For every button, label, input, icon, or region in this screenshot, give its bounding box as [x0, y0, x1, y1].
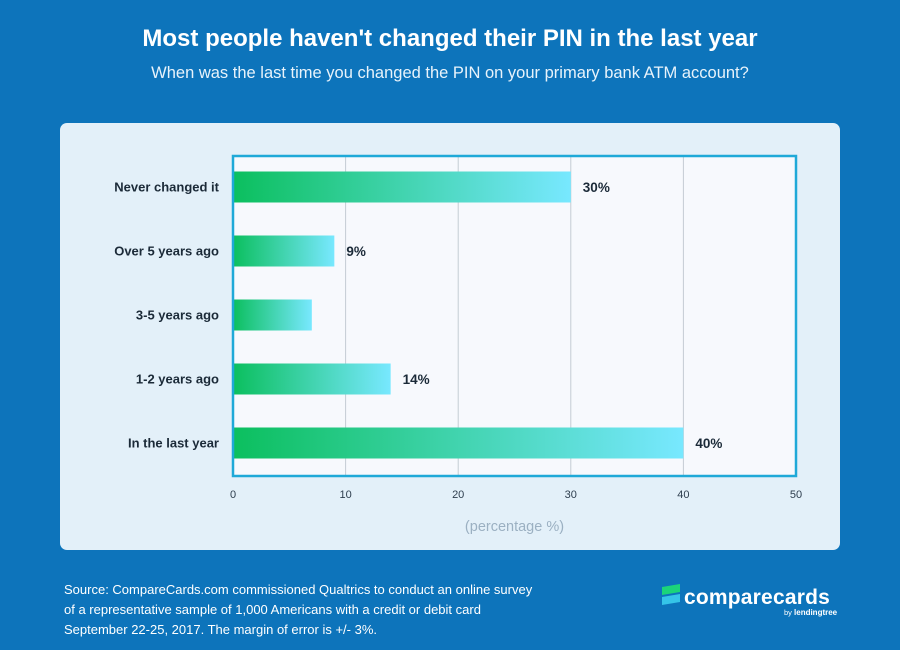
bar	[233, 235, 335, 267]
source-note: Source: CompareCards.com commissioned Qu…	[64, 580, 584, 640]
chart-title: Most people haven't changed their PIN in…	[142, 25, 758, 52]
x-tick-label: 20	[452, 489, 464, 501]
logo-wordmark: comparecards	[684, 586, 830, 609]
data-label: 40%	[695, 436, 722, 451]
x-tick-label: 30	[565, 489, 577, 501]
category-labels: Never changed it 30% Over 5 years ago 9% 3-5…	[114, 180, 722, 452]
source-line: September 22-25, 2017. The margin of err…	[64, 622, 378, 637]
category-label: Never changed it	[114, 180, 219, 195]
x-axis-label: (percentage %)	[465, 519, 564, 535]
logo-mark-icon	[662, 584, 680, 605]
plot-frame	[231, 154, 798, 478]
source-line: of a representative sample of 1,000 Amer…	[64, 602, 481, 617]
bar	[233, 427, 684, 459]
x-tick-label: 10	[339, 489, 351, 501]
bar	[233, 171, 571, 203]
comparecards-logo: comparecards by lendingtree	[660, 584, 850, 620]
data-label: 9%	[346, 244, 366, 259]
chart-card: Never changed it 30% Over 5 years ago 9% 3-5…	[60, 123, 840, 550]
bar-chart: Never changed it 30% Over 5 years ago 9% 3-5…	[114, 154, 802, 535]
bar	[233, 363, 391, 395]
source-line: Source: CompareCards.com commissioned Qu…	[64, 582, 533, 597]
logo-byline-prefix: by	[784, 608, 792, 617]
gridlines	[345, 156, 684, 476]
data-label: 14%	[403, 372, 430, 387]
data-label: 30%	[583, 180, 610, 195]
category-label: Over 5 years ago	[114, 244, 219, 259]
x-tick-label: 0	[230, 489, 236, 501]
logo-byline-brand: lendingtree	[794, 608, 838, 617]
logo-byline: by lendingtree	[784, 608, 837, 617]
x-tick-label: 50	[790, 489, 802, 501]
x-tick-label: 40	[677, 489, 689, 501]
category-label: 1-2 years ago	[136, 372, 219, 387]
category-label: 3-5 years ago	[136, 308, 219, 323]
category-label: In the last year	[128, 436, 219, 451]
plot-area	[233, 156, 796, 476]
bar	[233, 299, 312, 331]
chart-subtitle: When was the last time you changed the P…	[151, 64, 749, 82]
bars	[233, 171, 684, 459]
x-axis-ticks: 0 10 20 30 40 50	[230, 489, 802, 501]
